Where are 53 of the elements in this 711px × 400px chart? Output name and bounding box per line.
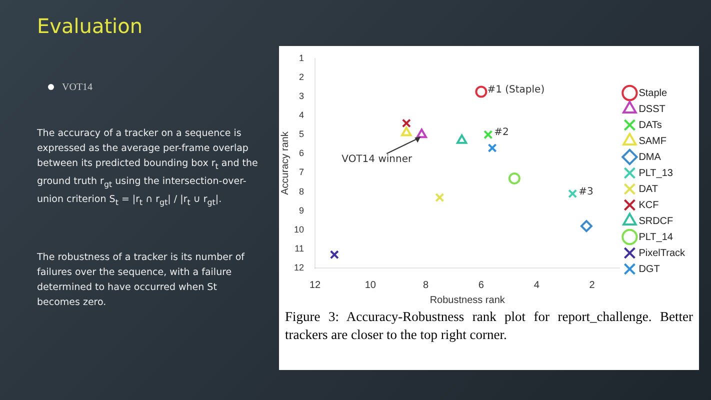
x-tick-label: 4 [534, 280, 540, 291]
y-tick-label: 7 [298, 167, 304, 178]
point [456, 134, 468, 144]
x-tick-label: 10 [364, 280, 376, 291]
legend-label: DAT [638, 184, 658, 195]
legend-label: PLT_13 [638, 168, 674, 179]
x-tick-label: 12 [309, 280, 322, 291]
legend-label: Staple [638, 88, 668, 99]
point [401, 126, 412, 136]
legend-label: DMA [638, 152, 662, 163]
text: The accuracy of a tracker on a sequence is expressed as the average per-frame overlap between its predicted bounding box r$_{t}$ and the ground truth r$_{gt}$ using the intersection-over-union criterion S$_{t}$ = |r$_{t}$ ∩ r$_{gt}$| / |r$_{t}$ ∪ r$_{gt}$|. [37, 128, 258, 207]
annotation: VOT14 winner [342, 154, 413, 166]
y-tick-label: 8 [298, 186, 304, 196]
x-tick-label: 8 [423, 280, 430, 291]
text: Evaluation [37, 14, 143, 38]
x-axis-title: Robustness rank [430, 294, 506, 306]
y-tick-label: 2 [298, 72, 304, 82]
annotation: #2 [494, 127, 509, 138]
annotation: #1 (Staple) [487, 84, 545, 96]
point [330, 250, 339, 260]
x-tick-label: 6 [478, 280, 484, 291]
point [435, 192, 444, 202]
y-tick-label: 9 [298, 205, 304, 216]
y-axis-title: Accuracy rank [280, 130, 291, 195]
caption: Figure 3: Accuracy-Robustness rank plot for report_challenge. Better trackers are closer to the top right corner. [284, 308, 694, 344]
legend-label: PixelTrack [638, 248, 686, 259]
y-tick-label: 11 [294, 243, 304, 254]
point [508, 172, 520, 184]
y-tick-label: 1 [298, 52, 304, 63]
legend-label: DGT [638, 264, 660, 275]
text: VOT14 [48, 82, 93, 93]
y-tick-label: 3 [298, 90, 304, 101]
legend-label: KCF [638, 200, 659, 211]
point [475, 86, 488, 98]
legend-label: PLT_14 [638, 232, 674, 243]
legend-label: SAMF [638, 136, 666, 147]
point [488, 143, 497, 152]
point [580, 220, 592, 232]
legend-label: SRDCF [638, 216, 674, 227]
y-tick-label: 12 [294, 262, 304, 272]
y-tick-label: 10 [294, 224, 304, 234]
y-tick-label: 5 [298, 129, 304, 140]
x-tick-label: 2 [589, 280, 596, 291]
point [402, 118, 411, 128]
y-tick-label: 4 [298, 110, 304, 120]
y-tick-label: 6 [298, 148, 304, 158]
point [484, 130, 493, 140]
point [416, 128, 427, 138]
legend-label: DATs [638, 120, 662, 131]
legend-label: DSST [638, 104, 666, 115]
annotation: #3 [578, 186, 594, 198]
point [568, 189, 578, 198]
text: The robustness of a tracker is its number of failures over the sequence, with a failure determined to have occurred when St becomes zero. [37, 251, 246, 310]
